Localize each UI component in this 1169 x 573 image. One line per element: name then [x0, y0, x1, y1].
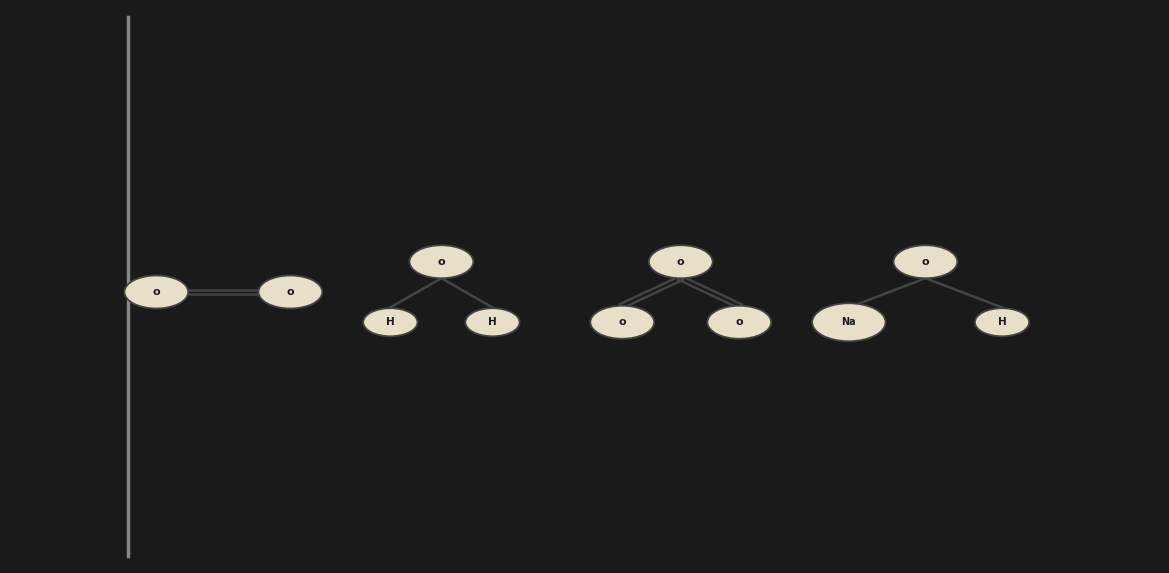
Text: of element.: of element.: [141, 211, 203, 221]
Text: H₂O (water): H₂O (water): [408, 223, 475, 233]
Circle shape: [465, 308, 519, 336]
Circle shape: [893, 245, 957, 278]
Text: o: o: [437, 257, 445, 267]
Text: o: o: [735, 317, 743, 327]
Circle shape: [975, 308, 1029, 336]
Text: 2.  Which of the substances shown in the diagrams above are molecules?: 2. Which of the substances shown in the …: [141, 441, 690, 453]
Text: 1.  What is the difference between a molecule and a compound?: 1. What is the difference between a mole…: [141, 366, 622, 379]
Text: NaOH (sodium hydroxide): NaOH (sodium hydroxide): [858, 223, 992, 233]
Text: O₂ (oxygen): O₂ (oxygen): [191, 223, 256, 233]
Text: Name:: Name:: [697, 38, 738, 51]
Text: bonded atoms. However, not all molecules are compounds because some molecules co: bonded atoms. However, not all molecules…: [141, 183, 777, 193]
Text: READING COMPREHENSION: READING COMPREHENSION: [141, 69, 354, 83]
Text: o: o: [618, 317, 627, 327]
Circle shape: [812, 303, 886, 342]
Text: o: o: [286, 287, 295, 297]
Text: O₃ (ozone): O₃ (ozone): [651, 223, 711, 233]
Circle shape: [258, 276, 323, 308]
Circle shape: [409, 245, 473, 278]
Text: A molecule is a group of two or more atoms held together by a chemical bond. A c: A molecule is a group of two or more ato…: [141, 97, 749, 107]
Circle shape: [707, 306, 772, 339]
Circle shape: [590, 306, 655, 339]
Text: Na: Na: [842, 317, 856, 327]
Circle shape: [649, 245, 713, 278]
Circle shape: [364, 308, 417, 336]
Text: 3.  Which of the substances shown in the diagrams above are compounds?: 3. Which of the substances shown in the …: [141, 512, 700, 525]
Text: that holds atoms together. A substance that is made up of two or more different : that holds atoms together. A substance t…: [141, 125, 747, 135]
Text: H: H: [386, 317, 395, 327]
Text: o: o: [677, 257, 685, 267]
Text: TYPES OF CHEMICAL BONDS: TYPES OF CHEMICAL BONDS: [141, 42, 427, 60]
Circle shape: [124, 276, 188, 308]
Text: o: o: [921, 257, 929, 267]
Text: o: o: [152, 287, 160, 297]
Text: elements is called a compound. All compounds are molecules because they consist : elements is called a compound. All compo…: [141, 154, 743, 164]
Text: H: H: [489, 317, 497, 327]
Text: H: H: [997, 317, 1007, 327]
